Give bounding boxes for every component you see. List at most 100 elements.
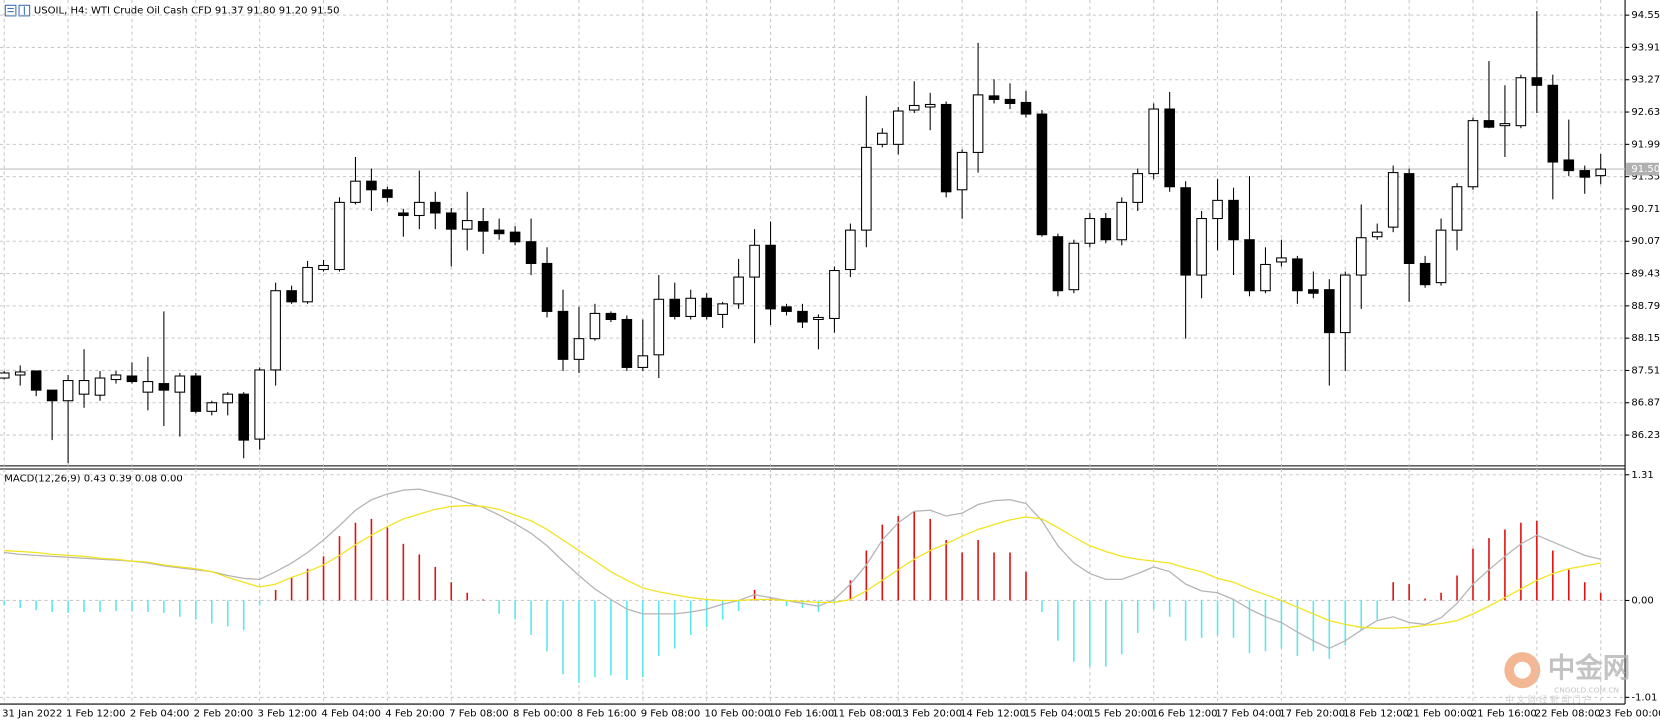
histogram-bar	[610, 600, 612, 676]
histogram-bar	[35, 600, 37, 611]
candle-body	[30, 370, 42, 391]
candle-body	[366, 180, 377, 191]
histogram-bar	[306, 568, 309, 601]
histogram-bar	[1136, 600, 1139, 634]
candle-body	[1052, 236, 1064, 292]
histogram-bar	[657, 600, 660, 657]
histogram-bar	[1344, 600, 1347, 646]
histogram-bar	[897, 516, 900, 601]
x-tick-label: 31 Jan 2022	[2, 709, 62, 720]
x-tick-label: 10 Feb 16:00	[768, 709, 834, 720]
histogram-bar	[1328, 600, 1331, 659]
y-tick-label: 90.71	[1631, 204, 1660, 215]
candle-body	[14, 371, 26, 376]
histogram-bar	[1472, 548, 1474, 601]
candle-body	[940, 103, 952, 193]
histogram-bar	[961, 552, 963, 601]
histogram-bar	[67, 600, 69, 613]
candle-body	[110, 374, 122, 381]
histogram-bar	[1440, 592, 1442, 601]
candle-body	[318, 264, 329, 271]
histogram-bar	[1360, 600, 1363, 631]
candle-body	[1276, 257, 1287, 263]
histogram-bar	[1216, 600, 1219, 635]
histogram-bar	[290, 577, 293, 601]
y-tick-label: 88.15	[1631, 333, 1660, 344]
candle-body	[1547, 84, 1559, 163]
candle-body	[493, 229, 505, 235]
candle-body	[174, 375, 186, 393]
candle-body	[286, 290, 297, 303]
histogram-bar	[1376, 600, 1379, 620]
histogram-bar	[498, 600, 500, 614]
candle-body	[541, 262, 553, 312]
x-tick-label: 16 Feb 12:00	[1152, 709, 1218, 720]
histogram-bar	[226, 600, 229, 627]
candle-body	[78, 380, 90, 395]
histogram-bar	[51, 600, 53, 612]
x-tick-label: 4 Feb 04:00	[321, 709, 381, 720]
histogram-bar	[865, 550, 868, 601]
histogram-bar	[929, 518, 931, 601]
candle-body	[1515, 77, 1527, 127]
indicator-line	[4, 488, 1601, 650]
histogram-bar	[402, 543, 405, 601]
histogram-bar	[705, 600, 708, 628]
y-tick-label: 91.99	[1631, 139, 1660, 150]
candle-body	[669, 298, 681, 317]
y-tick-label: 89.43	[1631, 269, 1660, 280]
x-tick-label: 9 Feb 08:00	[641, 709, 701, 720]
histogram-bar	[1184, 600, 1187, 641]
histogram-bar	[993, 552, 995, 601]
histogram-bar	[1089, 600, 1091, 667]
watermark-tagline: 中 文 财 经 新 闻 门 户	[1505, 694, 1591, 704]
header-icons	[4, 4, 31, 17]
x-tick-label: 14 Feb 12:00	[960, 709, 1026, 720]
candle-body	[908, 104, 920, 111]
histogram-bar	[1567, 569, 1570, 601]
candle-body	[1228, 199, 1239, 241]
candle-body	[254, 369, 265, 440]
x-tick-label: 18 Feb 12:00	[1343, 709, 1409, 720]
histogram-bar	[1280, 600, 1283, 649]
watermark: 中金网 CNGOLD.COM.CN 中 文 财 经 新 闻 门 户	[1504, 652, 1630, 704]
candle-body	[877, 132, 888, 145]
histogram-bar	[945, 540, 947, 601]
histogram-bar	[99, 600, 101, 612]
candle-body	[1339, 274, 1351, 334]
candle-body	[557, 310, 569, 360]
x-tick-label: 3 Feb 12:00	[258, 709, 318, 720]
histogram-bar	[737, 600, 740, 612]
histogram-bar	[1296, 600, 1299, 657]
histogram-bar	[673, 600, 676, 649]
histogram-bar	[1536, 520, 1538, 601]
candle-body	[142, 381, 154, 393]
candle-body	[1260, 263, 1271, 292]
x-tick-label: 8 Feb 16:00	[577, 709, 637, 720]
candle-body	[509, 231, 521, 243]
y-tick-label: 94.55	[1631, 10, 1660, 21]
candle-body	[1435, 229, 1447, 284]
watermark-logo	[1513, 661, 1531, 679]
x-tick-label: 7 Feb 08:00	[449, 709, 509, 720]
candle-body	[924, 103, 936, 108]
candle-body	[988, 95, 1000, 100]
candle-body	[62, 380, 74, 402]
candle-body	[525, 241, 537, 264]
x-tick-label: 8 Feb 00:00	[513, 709, 573, 720]
histogram-bar	[1424, 598, 1426, 601]
candle-body	[382, 189, 393, 198]
histogram-bar	[1105, 600, 1107, 667]
icon	[4, 4, 17, 17]
x-tick-label: 1 Feb 12:00	[66, 709, 126, 720]
candle-body	[781, 306, 792, 312]
histogram-bar	[849, 580, 852, 601]
y-tick-label: 91.35	[1631, 172, 1660, 183]
x-tick-label: 22 Feb 08:00	[1535, 709, 1601, 720]
histogram-bar	[450, 582, 453, 601]
histogram-bar	[83, 600, 85, 612]
candle-body	[126, 375, 138, 383]
x-tick-label: 15 Feb 04:00	[1024, 709, 1090, 720]
